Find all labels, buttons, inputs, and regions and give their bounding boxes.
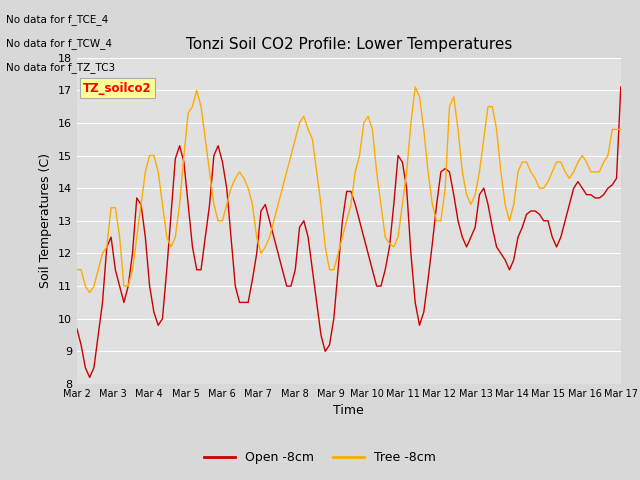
Text: No data for f_TCW_4: No data for f_TCW_4 <box>6 38 113 49</box>
X-axis label: Time: Time <box>333 405 364 418</box>
Text: No data for f_TZ_TC3: No data for f_TZ_TC3 <box>6 62 116 73</box>
Text: No data for f_TCE_4: No data for f_TCE_4 <box>6 14 109 25</box>
Y-axis label: Soil Temperatures (C): Soil Temperatures (C) <box>39 153 52 288</box>
Legend: Open -8cm, Tree -8cm: Open -8cm, Tree -8cm <box>199 446 441 469</box>
Title: Tonzi Soil CO2 Profile: Lower Temperatures: Tonzi Soil CO2 Profile: Lower Temperatur… <box>186 37 512 52</box>
Text: TZ_soilco2: TZ_soilco2 <box>83 82 152 95</box>
